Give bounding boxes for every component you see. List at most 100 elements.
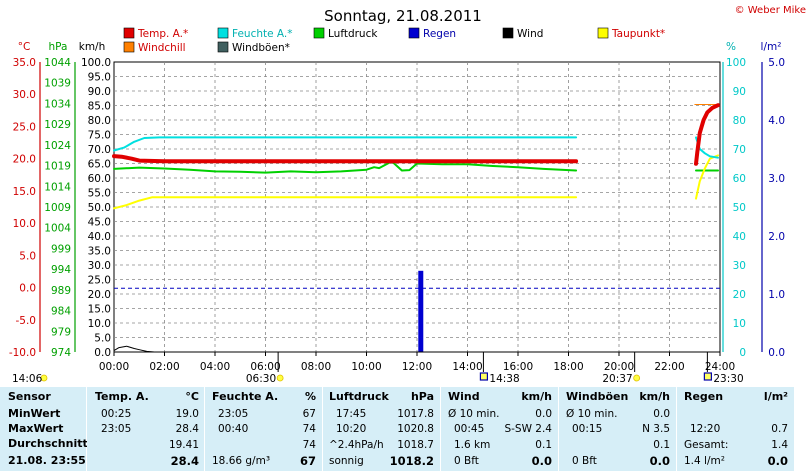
pressure-current-value: 1018.2 <box>389 454 434 468</box>
x-tick-label: 22:00 <box>654 361 684 373</box>
sun-moon-time: 23:30 <box>713 373 743 385</box>
humidity-tick-label: 40 <box>733 231 746 243</box>
pressure-min-value: 1017.8 <box>397 408 434 420</box>
wind-unit: km/h <box>521 390 552 403</box>
temp-unit: °C <box>185 390 199 403</box>
legend-swatch <box>217 41 229 53</box>
pressure-unit-label: hPa <box>49 41 68 53</box>
pressure-tick-label: 1024 <box>44 140 71 152</box>
pressure-avg-value: 1018.7 <box>397 439 434 451</box>
series-line <box>113 136 578 152</box>
humidity-tick-label: 20 <box>733 289 746 301</box>
wind-tick-label: 0.0 <box>94 347 111 359</box>
humidity-tick-label: 90 <box>733 86 746 98</box>
x-tick-label: 24:00 <box>705 361 735 373</box>
plot-area: 00:00 02:00 04:00 06:00 08:00 10:00 12:00 14:00… <box>99 61 735 373</box>
sun-moon-times: 14:06 06:30 14:38 20:37 23:30 <box>12 352 744 385</box>
gust-avg-value: 0.1 <box>653 439 670 451</box>
series-line <box>113 345 721 353</box>
gust-avg10-label: Ø 10 min. <box>566 408 618 420</box>
humidity-min-value: 67 <box>302 408 316 420</box>
sun-icon <box>633 374 641 382</box>
humidity-current-value: 67 <box>299 454 316 468</box>
chart-title: Sonntag, 21.08.2011 <box>324 7 482 25</box>
humidity-tick-label: 80 <box>733 115 746 127</box>
sensor-block: Sensor MinWert MaxWert Durchschnitt 21.0… <box>0 387 88 471</box>
wind-tick-label: 100.0 <box>81 57 111 69</box>
legend-swatch <box>123 27 135 39</box>
wind-header: Wind <box>448 390 480 403</box>
pressure-tick-label: 1014 <box>44 181 71 193</box>
rain-bar <box>418 270 424 352</box>
rain-tick-label: 4.0 <box>768 115 785 127</box>
rain-unit: l/m² <box>763 390 788 403</box>
weather-chart: Sonntag, 21.08.2011 © Weber Mike Temp. A… <box>9 5 806 385</box>
pressure-max-value: 1020.8 <box>397 423 434 435</box>
moon-icon <box>479 372 489 381</box>
temp-tick-label: 30.0 <box>13 89 36 101</box>
temp-block: Temp. A. °C 00:25 19.0 23:05 28.4 19.41 … <box>87 387 204 471</box>
rain-header: Regen <box>684 390 724 403</box>
humidity-max-value: 74 <box>302 423 316 435</box>
pressure-tick-label: 1009 <box>44 202 71 214</box>
humidity-tick-label: 100 <box>726 57 746 69</box>
humidity-absolute: 18.66 g/m³ <box>212 455 271 467</box>
humidity-max-time: 00:40 <box>218 423 249 435</box>
temp-min-value: 19.0 <box>175 408 199 420</box>
wind-tick-label: 35.0 <box>88 246 111 258</box>
wind-unit-label: km/h <box>79 41 106 53</box>
x-tick-label: 20:00 <box>604 361 634 373</box>
legend-swatch <box>408 27 420 39</box>
pressure-trend: ^2.4hPa/h <box>329 439 384 451</box>
gust-max-time: 00:15 <box>572 423 603 435</box>
wind-tick-label: 45.0 <box>88 217 111 229</box>
wind-tick-label: 50.0 <box>88 202 111 214</box>
wind-tick-label: 95.0 <box>88 72 111 84</box>
current-datetime: 21.08. 23:55 <box>8 454 86 467</box>
gust-unit: km/h <box>639 390 670 403</box>
humidity-tick-label: 60 <box>733 173 746 185</box>
x-tick-label: 12:00 <box>402 361 432 373</box>
x-tick-label: 18:00 <box>553 361 583 373</box>
x-tick-label: 02:00 <box>149 361 179 373</box>
rain-current-value: 0.0 <box>767 454 788 468</box>
pressure-forecast: sonnig <box>329 455 364 467</box>
rain-total-label: Gesamt: <box>684 439 729 451</box>
wind-max-time: 00:45 <box>454 423 485 435</box>
legend-swatch <box>123 41 135 53</box>
rain-tick-label: 3.0 <box>768 173 785 185</box>
rain-amount: 1.4 l/m² <box>684 455 725 467</box>
copyright-label: © Weber Mike <box>735 5 806 16</box>
sun-moon-time: 20:37 <box>602 373 632 385</box>
gust-max-value: N 3.5 <box>642 423 670 435</box>
series-line <box>113 196 578 210</box>
series-line <box>112 154 579 164</box>
wind-tick-label: 85.0 <box>88 101 111 113</box>
x-tick-label: 14:00 <box>452 361 482 373</box>
sun-icon <box>40 374 48 382</box>
humidity-tick-label: 10 <box>733 318 746 330</box>
wind-distance: 1.6 km <box>454 439 491 451</box>
sun-moon-time: 06:30 <box>246 373 276 385</box>
pressure-tick-label: 999 <box>51 243 71 255</box>
sensor-header: Sensor <box>8 390 51 403</box>
legend-label: Taupunkt* <box>611 28 665 40</box>
pressure-tick-label: 1044 <box>44 57 71 69</box>
gust-avg10-value: 0.0 <box>653 408 670 420</box>
humidity-min-time: 23:05 <box>218 408 249 420</box>
temp-avg-value: 19.41 <box>168 439 199 451</box>
temp-current-value: 28.4 <box>170 454 199 468</box>
durchschnitt-label: Durchschnitt <box>8 437 88 450</box>
sun-moon-time: 14:06 <box>12 373 43 385</box>
humidity-unit-label: % <box>726 41 736 53</box>
pressure-tick-label: 974 <box>51 347 71 359</box>
gust-current-value: 0.0 <box>649 454 670 468</box>
pressure-max-time: 10:20 <box>336 423 367 435</box>
wind-tick-label: 30.0 <box>88 260 111 272</box>
humidity-tick-label: 50 <box>733 202 746 214</box>
legend-label: Feuchte A.* <box>232 28 293 40</box>
temp-tick-label: 0.0 <box>19 283 36 295</box>
series-line <box>113 160 578 174</box>
pressure-tick-label: 1019 <box>44 161 71 173</box>
wind-avg10-value: 0.0 <box>535 408 552 420</box>
